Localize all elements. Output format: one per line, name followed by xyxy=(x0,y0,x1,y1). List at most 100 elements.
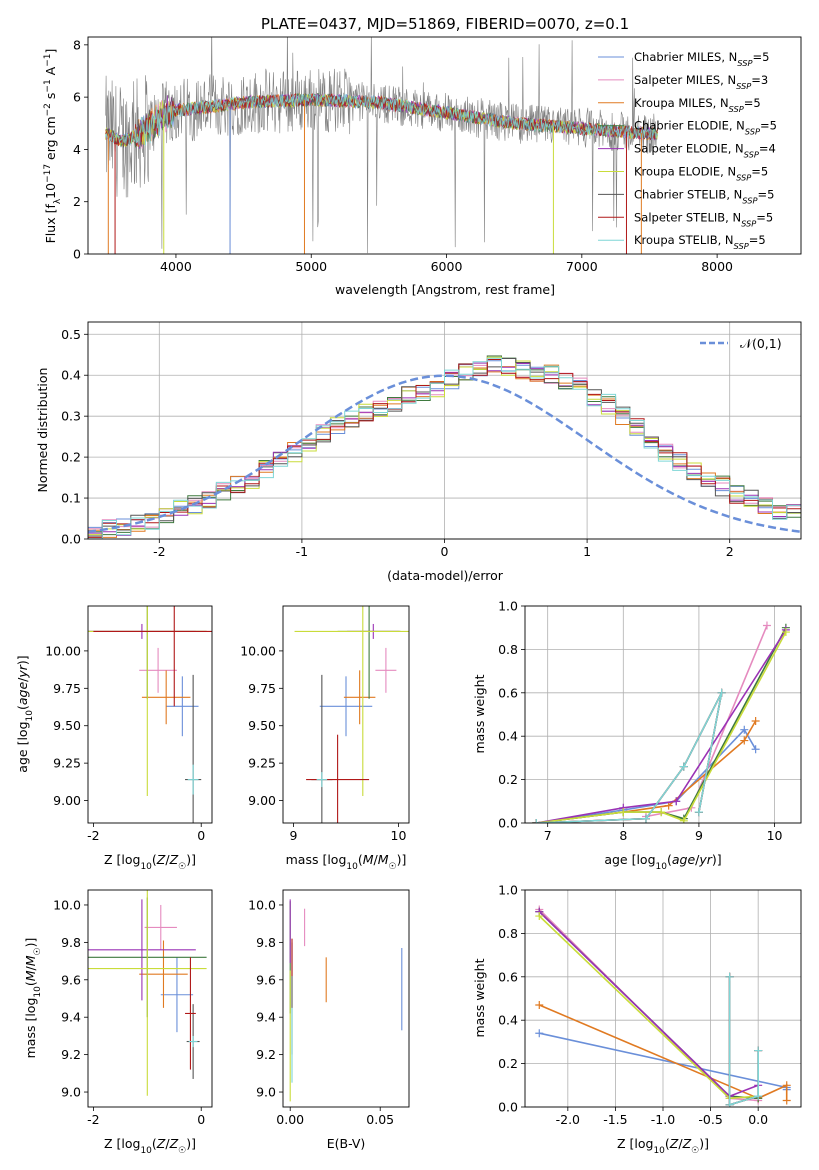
mass-z-ylabel-part: 10 xyxy=(33,986,43,998)
legend-entry-part: =5 xyxy=(756,210,773,224)
spectrum-plot-area xyxy=(105,37,658,254)
age-z-ylabel-part: / xyxy=(15,677,30,682)
mass-vs-EBV-ytick-label: 9.8 xyxy=(256,935,276,950)
mass-weight-vs-age-xtick-label: 9 xyxy=(695,828,703,843)
residuals-ytick-label: 0.0 xyxy=(61,532,81,547)
mass-z-xlabel-part: ☉ xyxy=(178,1146,186,1156)
legend-entry: Salpeter MILES, NSSP=3 xyxy=(634,73,768,91)
legend-entry: Kroupa STELIB, NSSP=5 xyxy=(634,233,766,251)
age-vs-Z-ytick-label: 10.00 xyxy=(45,643,81,658)
age-z-xlabel-part: Z xyxy=(169,852,179,867)
age-z-ylabel-part: )] xyxy=(15,655,30,665)
age-mass-xlabel-part: / xyxy=(374,852,379,867)
age-vs-Z-ytick-label: 9.50 xyxy=(53,718,81,733)
figure-title: PLATE=0437, MJD=51869, FIBERID=0070, z=0… xyxy=(261,15,629,33)
legend-entry: Salpeter STELIB, NSSP=5 xyxy=(634,210,773,228)
histogram-ylabel: Normed distribution xyxy=(35,368,50,493)
spectrum-ytick-label: 4 xyxy=(73,142,81,157)
mass-weight-vs-age-plot-area xyxy=(532,621,790,823)
age-z-ylabel-part: age xyxy=(15,682,30,706)
age-z-ylabel: age [log10(age/yr)] xyxy=(15,655,35,772)
weight-marker xyxy=(535,1029,544,1038)
spectrum-ylabel-part: s xyxy=(43,93,58,104)
legend-entry-part: =5 xyxy=(752,50,769,64)
age-mass-xlabel: mass [log10(M/M☉)] xyxy=(286,852,407,872)
mass-z-xlabel-part: / xyxy=(165,1136,170,1151)
mass-vs-Z-ytick-label: 9.0 xyxy=(61,1085,81,1100)
weight-z-xlabel-part: ☉ xyxy=(691,1146,699,1156)
legend-entry-part: =4 xyxy=(759,142,776,156)
spectrum-xtick-label: 7000 xyxy=(566,259,598,274)
mass-weight-vs-Z-ytick-label: 0.2 xyxy=(498,1056,518,1071)
residuals-plot-area xyxy=(88,355,801,539)
age-mass-xlabel-part: M xyxy=(363,852,374,867)
age-mass-xlabel-part: ☉ xyxy=(389,862,397,872)
weight-marker xyxy=(657,808,666,817)
weight-z-xlabel-part: Z xyxy=(669,1136,679,1151)
legend-entry-part: Salpeter STELIB, N xyxy=(634,210,741,224)
weight-marker xyxy=(725,972,734,981)
weight-z-xlabel-part: 10 xyxy=(653,1146,665,1156)
mass-z-xlabel-part: Z [log xyxy=(104,1136,140,1151)
residuals-ytick-label: 0.3 xyxy=(61,409,81,424)
weight-marker xyxy=(751,745,760,754)
mass-vs-EBV-ytick-label: 9.2 xyxy=(256,1047,276,1062)
age-vs-Z-plot-area xyxy=(88,606,212,823)
mass-vs-Z-ytick-label: 10.0 xyxy=(53,897,81,912)
histogram-xlabel: (data-model)/error xyxy=(387,568,504,583)
normal-curve xyxy=(88,374,801,534)
weight-marker xyxy=(672,797,681,806)
mass-weight-vs-age-xtick-label: 10 xyxy=(767,828,783,843)
legend-entry: Chabrier MILES, NSSP=5 xyxy=(634,50,769,68)
age-vs-Z-frame xyxy=(87,605,213,824)
age-vs-mass-ytick-label: 10.00 xyxy=(240,643,276,658)
weight-z-xlabel-part: / xyxy=(678,1136,683,1151)
legend-entry: Chabrier ELODIE, NSSP=5 xyxy=(634,119,777,137)
legend-entry: Salpeter ELODIE, NSSP=4 xyxy=(634,142,776,160)
mass-z-xlabel: Z [log10(Z/Z☉)] xyxy=(104,1136,196,1156)
weight-marker xyxy=(532,819,541,823)
mass-vs-Z-frame xyxy=(87,889,213,1108)
age-mass-xlabel-part: M xyxy=(378,852,389,867)
age-vs-Z-ytick-label: 9.00 xyxy=(53,793,81,808)
mass-vs-Z-ytick-label: 9.6 xyxy=(61,972,81,987)
spectrum-model-line xyxy=(105,93,658,146)
mass-weight-vs-Z-xtick-label: -2.0 xyxy=(556,1112,580,1127)
legend-entry-part: SSP xyxy=(734,241,749,251)
residuals-xtick-label: 0 xyxy=(441,544,449,559)
mass-weight-vs-age-xtick-label: 7 xyxy=(544,828,552,843)
mass-vs-Z-ytick-label: 9.4 xyxy=(61,1010,81,1025)
weight-line xyxy=(728,976,759,1106)
legend-entry-part: Kroupa MILES, N xyxy=(634,96,729,110)
mass-weight-vs-Z-frame xyxy=(524,889,802,1108)
age-mass-xlabel-part: )] xyxy=(397,852,407,867)
legend-entry-part: Chabrier STELIB, N xyxy=(634,187,742,201)
age-vs-mass-ytick-label: 9.25 xyxy=(248,756,276,771)
mass-vs-EBV-plot-area xyxy=(289,899,403,1102)
age-vs-Z-xtick-label: -2 xyxy=(87,828,99,843)
mass-z-ylabel-part: ( xyxy=(23,981,38,986)
mass-z-ylabel-part: ☉ xyxy=(33,947,43,955)
mass-z-xlabel-part: ( xyxy=(152,1136,157,1151)
mass-z-ylabel-part: / xyxy=(23,965,38,970)
legend-entry-part: Kroupa STELIB, N xyxy=(634,233,734,247)
mass-vs-EBV-ytick-label: 10.0 xyxy=(248,897,276,912)
spectrum-ylabel-part: −2 xyxy=(43,103,53,116)
weight-marker xyxy=(641,814,650,823)
legend-entry-part: SSP xyxy=(742,195,757,205)
spectrum-ylabel-part: ] xyxy=(43,49,58,54)
spectrum-ylabel-part: λ xyxy=(53,198,63,204)
mass-z-ylabel-part: M xyxy=(23,955,38,966)
legend-entry-part: SSP xyxy=(744,150,759,160)
weight-age-xlabel-part: )] xyxy=(712,852,722,867)
residuals-xtick-label: 1 xyxy=(583,544,591,559)
mass-weight-vs-age-ytick-label: 0.6 xyxy=(498,685,518,700)
mass-weight-vs-Z-ytick-label: 0.8 xyxy=(498,926,518,941)
mass-weight-vs-age-ytick-label: 0.4 xyxy=(498,729,518,744)
legend-entry-part: Kroupa ELODIE, N xyxy=(634,165,736,179)
spectrum-xtick-label: 4000 xyxy=(160,259,192,274)
histogram-step xyxy=(88,356,801,536)
mass-weight-vs-Z-ytick-label: 0.4 xyxy=(498,1013,518,1028)
mass-vs-EBV-frame xyxy=(282,889,410,1108)
